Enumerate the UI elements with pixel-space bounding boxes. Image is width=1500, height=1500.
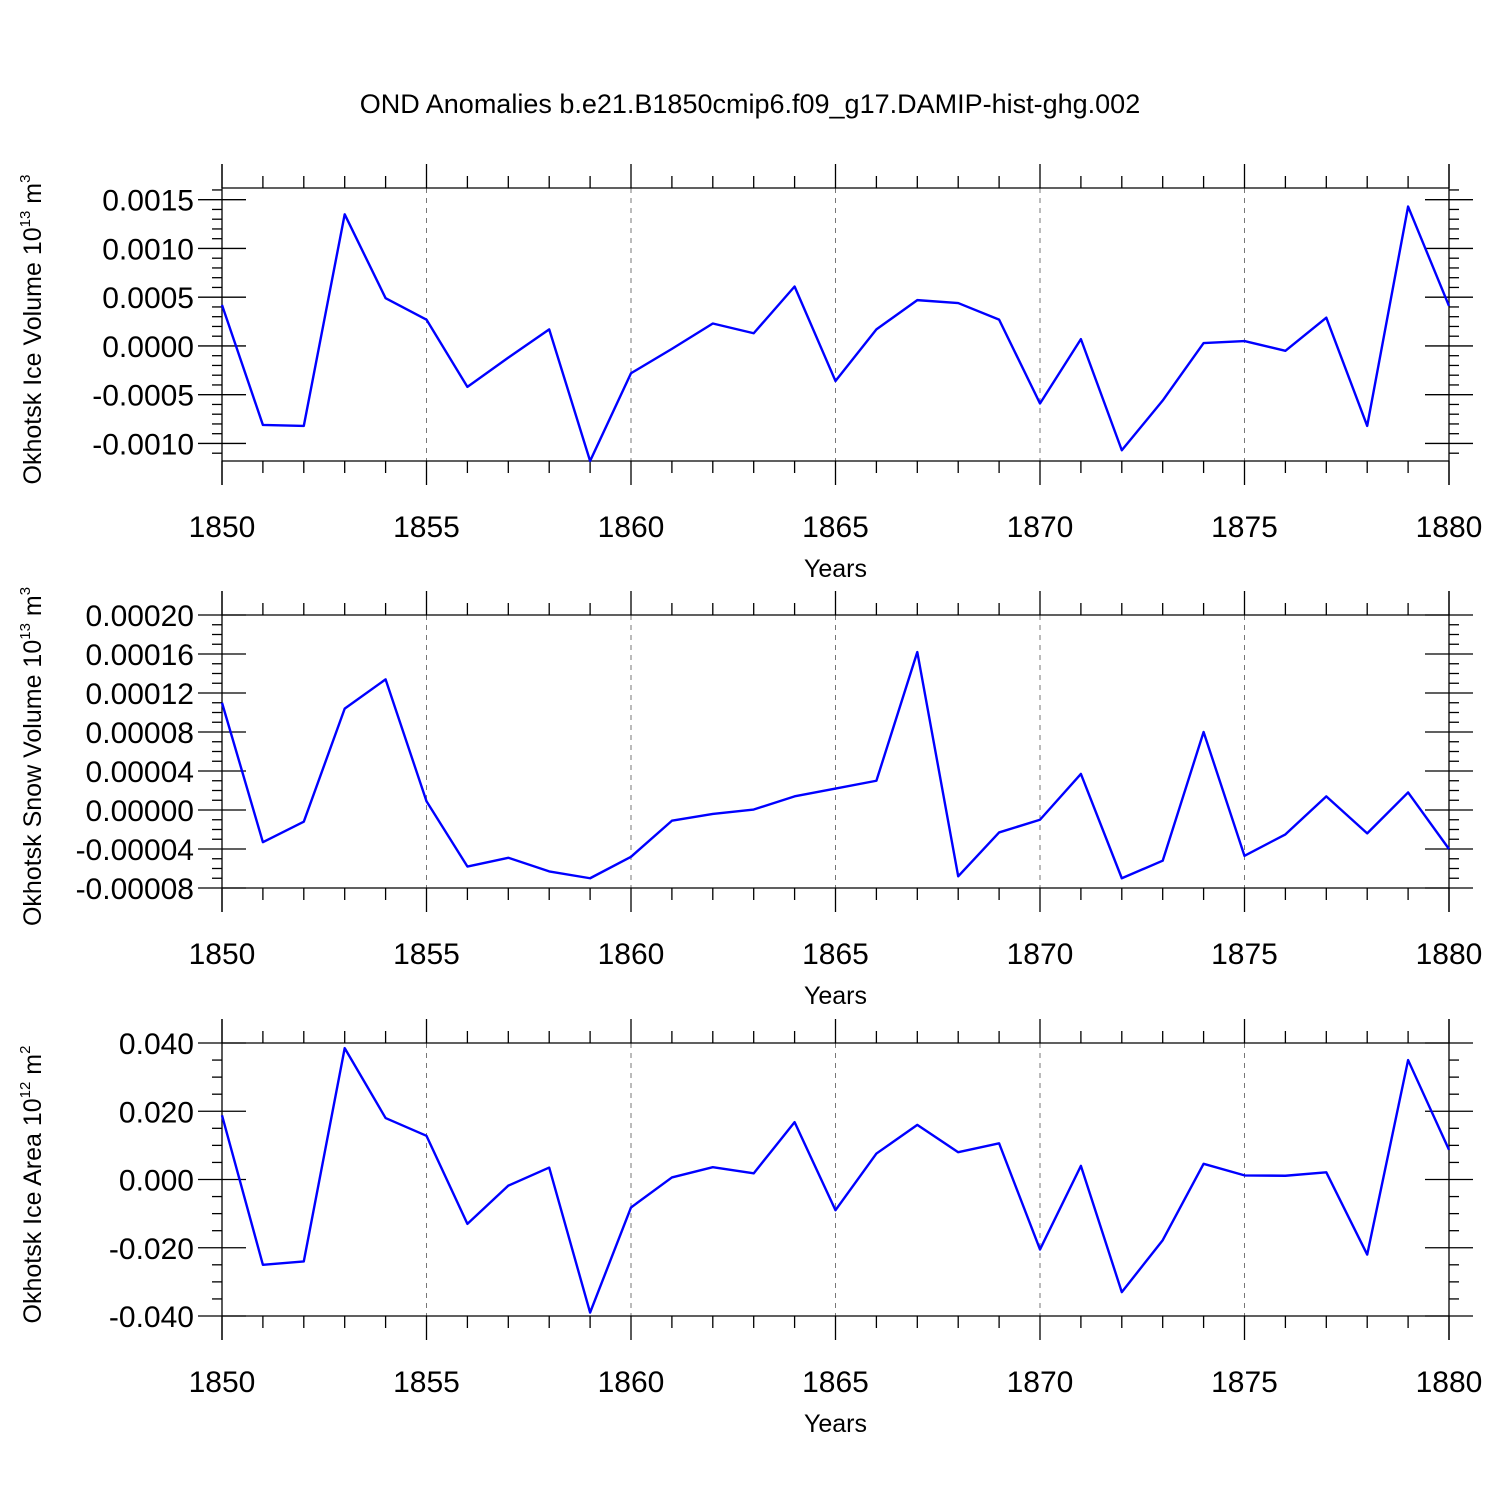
series-line (220, 205, 1451, 463)
x-tick-label: 1855 (393, 511, 460, 544)
y-axis-title: Okhotsk Ice Area 1012 m2 (17, 1046, 47, 1324)
x-tick-label: 1850 (189, 1366, 256, 1399)
y-tick-label: 0.00012 (86, 678, 194, 711)
x-tick-label: 1860 (598, 1366, 665, 1399)
y-tick-label: -0.0010 (92, 428, 194, 461)
y-tick-label: -0.00008 (76, 873, 194, 906)
y-tick-label: 0.00004 (86, 756, 194, 789)
x-tick-label: 1850 (189, 511, 256, 544)
y-tick-label: -0.00004 (76, 834, 194, 867)
x-tick-label: 1850 (189, 938, 256, 971)
x-tick-label: 1865 (802, 1366, 869, 1399)
y-tick-label: 0.00008 (86, 717, 194, 750)
x-tick-label: 1880 (1416, 511, 1483, 544)
y-tick-label: 0.020 (119, 1096, 194, 1129)
panel-1: 1850 1855 1860 1865 1870 1875 1880 -0.0010 -0.00… (17, 164, 1482, 583)
x-tick-label: 1870 (1007, 1366, 1074, 1399)
x-tick-label: 1875 (1211, 938, 1278, 971)
y-tick-label: 0.0015 (102, 185, 194, 218)
y-axis-title: Okhotsk Snow Volume 1013 m3 (17, 587, 47, 926)
y-tick-label: 0.000 (119, 1165, 194, 1198)
series-line (220, 650, 1450, 880)
y-tick-label: 0.040 (119, 1028, 194, 1061)
series-line (220, 1046, 1451, 1314)
y-tick-label: -0.020 (109, 1233, 194, 1266)
x-tick-label: 1870 (1007, 938, 1074, 971)
panel-3: 1850 1855 1860 1865 1870 1875 1880 -0.040 -0.020… (17, 1019, 1482, 1438)
y-tick-label: 0.0010 (102, 233, 194, 266)
x-tick-label: 1870 (1007, 511, 1074, 544)
x-tick-label: 1875 (1211, 1366, 1278, 1399)
x-tick-label: 1855 (393, 938, 460, 971)
y-tick-label: 0.0000 (102, 331, 194, 364)
x-tick-label: 1855 (393, 1366, 460, 1399)
y-tick-label: 0.00020 (86, 600, 194, 633)
panel-2: 1850 1855 1860 1865 1870 1875 1880 -0.00008 -0.0… (17, 587, 1482, 1010)
x-tick-label: 1875 (1211, 511, 1278, 544)
y-tick-label: 0.00016 (86, 639, 194, 672)
x-tick-label: 1865 (802, 511, 869, 544)
x-tick-label: 1880 (1416, 938, 1483, 971)
x-tick-label: 1865 (802, 938, 869, 971)
y-tick-label: 0.00000 (86, 795, 194, 828)
x-axis-title: Years (804, 555, 867, 583)
y-axis-title: Okhotsk Ice Volume 1013 m3 (17, 175, 47, 485)
y-tick-label: -0.0005 (92, 380, 194, 413)
chart-title: OND Anomalies b.e21.B1850cmip6.f09_g17.D… (360, 89, 1140, 119)
x-axis-title: Years (804, 1410, 867, 1438)
x-axis-title: Years (804, 982, 867, 1010)
x-tick-label: 1880 (1416, 1366, 1483, 1399)
y-tick-label: 0.0005 (102, 282, 194, 315)
x-tick-label: 1860 (598, 511, 665, 544)
y-tick-label: -0.040 (109, 1301, 194, 1334)
x-tick-label: 1860 (598, 938, 665, 971)
